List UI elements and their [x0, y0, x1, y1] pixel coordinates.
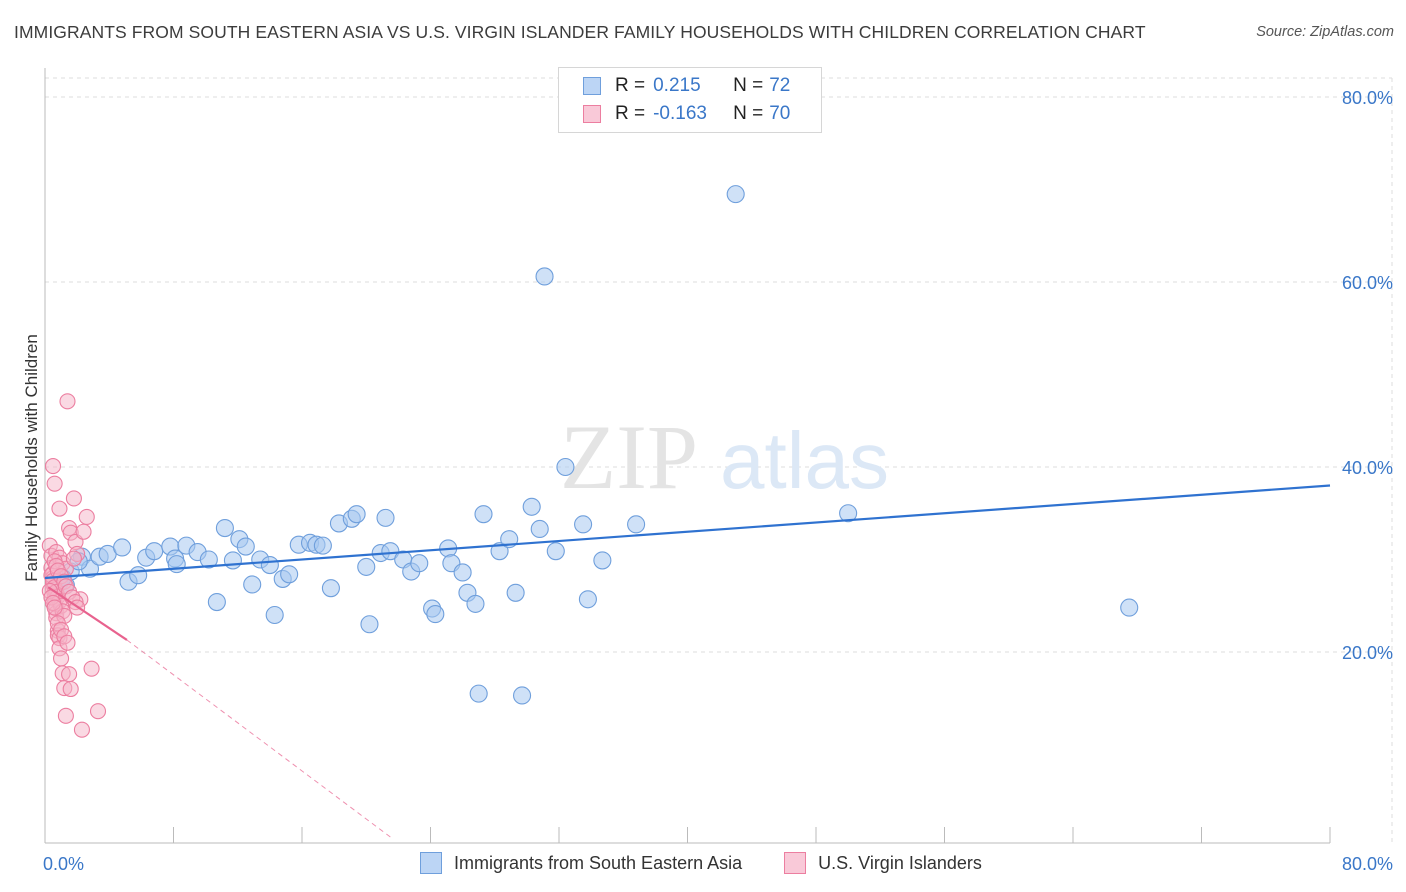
legend-row-blue: R = 0.215 N = 72 — [583, 73, 839, 99]
data-point-immigrants — [453, 563, 472, 582]
data-point-immigrants — [530, 519, 549, 539]
data-point-immigrants — [207, 592, 226, 612]
data-point-virgin-islanders — [51, 500, 68, 517]
data-point-virgin-islanders — [65, 550, 82, 567]
y-tick-label: 80.0% — [1342, 88, 1393, 108]
data-point-immigrants — [215, 518, 234, 538]
legend-label: Immigrants from South Eastern Asia — [454, 852, 743, 873]
trend-line-immigrants — [44, 484, 1331, 580]
data-point-immigrants — [535, 267, 554, 286]
data-point-immigrants — [469, 684, 488, 703]
data-point-immigrants — [347, 505, 366, 524]
data-point-virgin-islanders — [57, 707, 74, 724]
series-legend: Immigrants from South Eastern Asia U.S. … — [420, 852, 1024, 874]
data-point-immigrants — [1120, 598, 1139, 617]
data-point-immigrants — [574, 515, 593, 534]
legend-swatch-pink — [784, 852, 807, 874]
trend-lines — [44, 484, 1331, 838]
data-point-immigrants — [129, 566, 148, 585]
data-point-immigrants — [839, 504, 858, 523]
data-point-immigrants — [145, 542, 164, 561]
watermark-atlas: atlas — [720, 416, 889, 505]
data-point-virgin-islanders — [65, 490, 82, 507]
data-point-virgin-islanders — [59, 634, 76, 651]
data-point-immigrants — [236, 537, 255, 556]
x-tick-label: 0.0% — [43, 854, 84, 874]
data-point-immigrants — [376, 508, 395, 527]
trend-extension-virgin-islanders — [126, 639, 391, 838]
r-value: -0.163 — [653, 103, 707, 124]
data-point-virgin-islanders — [53, 650, 70, 667]
legend-item-virgin-islanders: U.S. Virgin Islanders — [784, 852, 982, 874]
axes — [44, 68, 1331, 844]
data-point-immigrants — [593, 551, 612, 570]
data-point-immigrants — [113, 538, 132, 557]
grid-lines — [45, 77, 1393, 843]
data-point-virgin-islanders — [44, 458, 62, 475]
data-point-virgin-islanders — [73, 721, 90, 738]
data-point-immigrants — [546, 542, 565, 561]
trend-line-virgin-islanders — [47, 586, 128, 641]
legend-label: U.S. Virgin Islanders — [818, 852, 982, 873]
data-point-immigrants — [321, 579, 340, 598]
data-point-immigrants — [410, 554, 429, 573]
legend-swatch-pink — [583, 105, 601, 123]
n-label: N = — [733, 75, 764, 96]
legend-item-immigrants: Immigrants from South Eastern Asia — [420, 852, 742, 874]
legend-swatch-blue — [420, 852, 442, 874]
watermark-zip: ZIP — [560, 406, 698, 508]
data-point-immigrants — [167, 555, 186, 574]
data-point-immigrants — [243, 575, 262, 594]
data-point-immigrants — [357, 557, 376, 576]
watermark: ZIP atlas — [560, 406, 889, 508]
tick-labels: 20.0% 40.0% 60.0% 80.0% 0.0% 80.0% — [43, 88, 1393, 874]
data-point-immigrants — [426, 605, 445, 624]
source-label: Source: ZipAtlas.com — [1256, 24, 1394, 40]
data-point-immigrants — [627, 515, 646, 534]
data-point-virgin-islanders — [46, 475, 63, 492]
data-point-virgin-islanders — [59, 393, 76, 410]
y-tick-label: 20.0% — [1342, 643, 1393, 663]
legend-row-pink: R = -0.163 N = 70 — [583, 101, 839, 127]
data-point-immigrants — [466, 594, 485, 613]
data-point-virgin-islanders — [78, 508, 95, 526]
legend-swatch-blue — [583, 77, 601, 95]
y-tick-label: 40.0% — [1342, 458, 1393, 478]
n-label: N = — [733, 103, 764, 124]
data-point-immigrants — [381, 542, 400, 561]
data-point-immigrants — [522, 497, 541, 516]
data-point-immigrants — [513, 686, 532, 705]
x-tick-label: 80.0% — [1342, 854, 1393, 874]
data-point-virgin-islanders — [83, 660, 100, 677]
data-point-immigrants — [556, 457, 575, 477]
n-value: 70 — [769, 103, 791, 124]
chart-title: IMMIGRANTS FROM SOUTH EASTERN ASIA VS U.… — [14, 22, 1146, 42]
data-point-virgin-islanders — [62, 680, 79, 698]
data-point-virgin-islanders — [61, 666, 78, 683]
data-point-immigrants — [265, 605, 284, 625]
r-label: R = — [615, 103, 646, 124]
data-point-immigrants — [360, 615, 379, 634]
data-point-immigrants — [578, 590, 597, 609]
r-value: 0.215 — [653, 75, 701, 96]
n-value: 72 — [769, 75, 791, 96]
data-point-immigrants — [474, 505, 493, 524]
data-point-immigrants — [260, 555, 279, 575]
data-point-immigrants — [223, 551, 242, 570]
data-point-immigrants — [280, 565, 299, 584]
data-point-virgin-islanders — [75, 523, 92, 540]
data-point-immigrants — [506, 583, 525, 602]
y-tick-label: 60.0% — [1342, 273, 1393, 293]
data-point-immigrants — [313, 536, 332, 555]
data-point-immigrants — [490, 542, 509, 561]
correlation-legend: R = 0.215 N = 72 R = -0.163 N = 70 — [558, 67, 822, 133]
data-point-virgin-islanders — [46, 599, 63, 616]
data-point-immigrants — [199, 550, 218, 569]
data-point-immigrants — [726, 185, 745, 204]
data-point-virgin-islanders — [89, 703, 107, 720]
r-label: R = — [615, 75, 646, 96]
